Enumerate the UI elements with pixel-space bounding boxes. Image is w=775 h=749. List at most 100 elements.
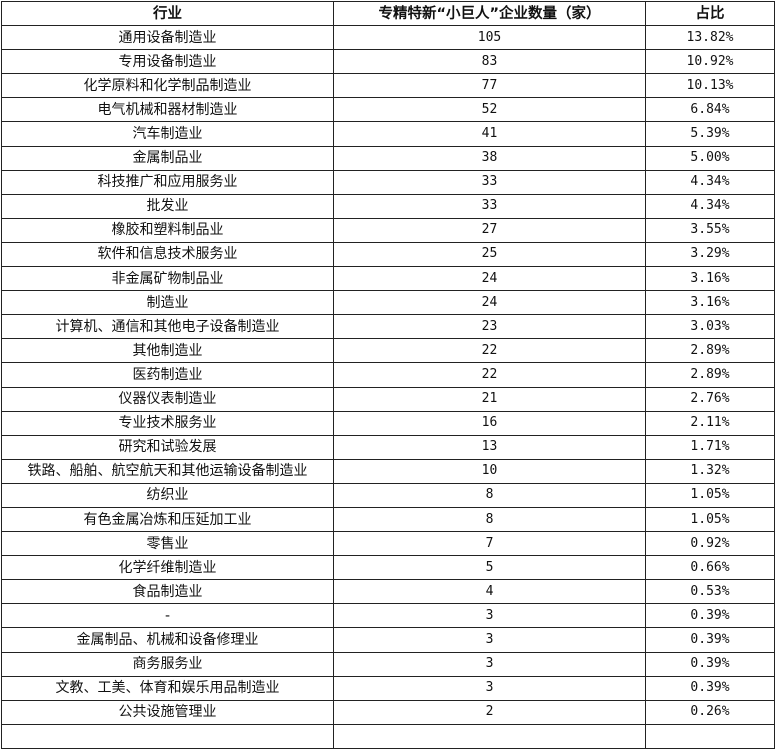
industry-cell: 非金属矿物制品业 xyxy=(1,266,334,292)
share-cell: 5.39% xyxy=(645,121,775,147)
industry-cell: 纺织业 xyxy=(1,482,334,508)
table-row: 铁路、船舶、航空航天和其他运输设备制造业 10 1.32% xyxy=(1,458,775,484)
industry-cell: 化学纤维制造业 xyxy=(1,555,334,581)
table-row: 食品制造业 4 0.53% xyxy=(1,579,775,605)
share-cell: 3.16% xyxy=(645,290,775,316)
table-row: 科技推广和应用服务业 33 4.34% xyxy=(1,169,775,195)
table-row: 橡胶和塑料制品业 27 3.55% xyxy=(1,217,775,243)
table-row: 商务服务业 3 0.39% xyxy=(1,651,775,677)
count-cell: 3 xyxy=(333,603,646,629)
count-cell: 7 xyxy=(333,531,646,557)
table-row: 专业技术服务业 16 2.11% xyxy=(1,410,775,436)
table-row: 其他制造业 22 2.89% xyxy=(1,338,775,364)
industry-cell: 计算机、通信和其他电子设备制造业 xyxy=(1,314,334,340)
header-industry: 行业 xyxy=(1,0,334,27)
industry-cell: 专用设备制造业 xyxy=(1,49,334,75)
industry-cell: 制造业 xyxy=(1,290,334,316)
count-cell: 3 xyxy=(333,675,646,701)
industry-cell: 零售业 xyxy=(1,531,334,557)
table-row: 批发业 33 4.34% xyxy=(1,193,775,219)
industry-cell: 公共设施管理业 xyxy=(1,699,334,725)
industry-cell: 商务服务业 xyxy=(1,651,334,677)
count-cell: 33 xyxy=(333,169,646,195)
share-cell: 2.11% xyxy=(645,410,775,436)
table-row: 公共设施管理业 2 0.26% xyxy=(1,699,775,725)
industry-cell: 电气机械和器材制造业 xyxy=(1,97,334,123)
industry-cell: 医药制造业 xyxy=(1,362,334,388)
industry-cell: 科技推广和应用服务业 xyxy=(1,169,334,195)
table-row: 有色金属冶炼和压延加工业 8 1.05% xyxy=(1,506,775,533)
industry-cell: 食品制造业 xyxy=(1,579,334,605)
industry-cell: 铁路、船舶、航空航天和其他运输设备制造业 xyxy=(1,458,334,484)
industry-cell: 有色金属冶炼和压延加工业 xyxy=(1,506,334,533)
count-cell: 25 xyxy=(333,241,646,268)
industry-cell: 金属制品、机械和设备修理业 xyxy=(1,627,334,653)
share-cell: 1.05% xyxy=(645,482,775,508)
table-row: 电气机械和器材制造业 52 6.84% xyxy=(1,97,775,123)
share-cell: 0.92% xyxy=(645,531,775,557)
count-cell: 83 xyxy=(333,49,646,75)
count-cell: 23 xyxy=(333,314,646,340)
count-cell: 24 xyxy=(333,266,646,292)
table-row: 仪器仪表制造业 21 2.76% xyxy=(1,386,775,412)
industry-cell: 通用设备制造业 xyxy=(1,25,334,51)
table-row: 制造业 24 3.16% xyxy=(1,290,775,316)
count-cell: 24 xyxy=(333,290,646,316)
table-row: 金属制品业 38 5.00% xyxy=(1,145,775,171)
count-cell: 8 xyxy=(333,482,646,508)
table-row: 研究和试验发展 13 1.71% xyxy=(1,434,775,460)
table-row: 通用设备制造业 105 13.82% xyxy=(1,25,775,51)
share-cell: 2.89% xyxy=(645,362,775,388)
share-cell: 3.29% xyxy=(645,241,775,268)
table-row: 纺织业 8 1.05% xyxy=(1,482,775,508)
share-cell: 0.26% xyxy=(645,699,775,725)
share-cell: 1.32% xyxy=(645,458,775,484)
table-row: 计算机、通信和其他电子设备制造业 23 3.03% xyxy=(1,314,775,340)
industry-cell: 软件和信息技术服务业 xyxy=(1,241,334,268)
table-row: 非金属矿物制品业 24 3.16% xyxy=(1,266,775,292)
share-cell: 2.76% xyxy=(645,386,775,412)
count-cell: 2 xyxy=(333,699,646,725)
industry-cell: 橡胶和塑料制品业 xyxy=(1,217,334,243)
count-cell: 105 xyxy=(333,25,646,51)
table-row: 医药制造业 22 2.89% xyxy=(1,362,775,388)
industry-cell: 汽车制造业 xyxy=(1,121,334,147)
count-cell: 5 xyxy=(333,555,646,581)
table-row: 文教、工美、体育和娱乐用品制造业 3 0.39% xyxy=(1,675,775,701)
share-cell: 0.53% xyxy=(645,579,775,605)
table-row: 软件和信息技术服务业 25 3.29% xyxy=(1,241,775,268)
share-cell: 0.39% xyxy=(645,627,775,653)
table-row: 专用设备制造业 83 10.92% xyxy=(1,49,775,75)
header-share: 占比 xyxy=(645,0,775,27)
share-cell: 4.34% xyxy=(645,193,775,219)
table-row: 化学原料和化学制品制造业 77 10.13% xyxy=(1,73,775,99)
count-cell: 52 xyxy=(333,97,646,123)
share-cell: 5.00% xyxy=(645,145,775,171)
count-cell: 13 xyxy=(333,434,646,460)
share-cell: 4.34% xyxy=(645,169,775,195)
industry-cell: 批发业 xyxy=(1,193,334,219)
table-row: -3 0.39% xyxy=(1,603,775,629)
count-cell: 21 xyxy=(333,386,646,412)
count-cell: 33 xyxy=(333,193,646,219)
count-cell: 41 xyxy=(333,121,646,147)
table-row: 化学纤维制造业 5 0.66% xyxy=(1,555,775,581)
count-cell: 22 xyxy=(333,362,646,388)
header-row: 行业 专精特新“小巨人”企业数量（家） 占比 xyxy=(1,0,775,27)
share-cell: 1.71% xyxy=(645,434,775,460)
industry-cell: 专业技术服务业 xyxy=(1,410,334,436)
share-cell: 3.03% xyxy=(645,314,775,340)
industry-cell: 其他制造业 xyxy=(1,338,334,364)
table-row: 零售业 7 0.92% xyxy=(1,531,775,557)
count-cell: 27 xyxy=(333,217,646,243)
table-row: 汽车制造业 41 5.39% xyxy=(1,121,775,147)
share-cell: 10.92% xyxy=(645,49,775,75)
count-cell: 3 xyxy=(333,651,646,677)
share-cell: 0.39% xyxy=(645,675,775,701)
header-count: 专精特新“小巨人”企业数量（家） xyxy=(333,0,646,27)
share-cell: 3.16% xyxy=(645,266,775,292)
industry-cell: 化学原料和化学制品制造业 xyxy=(1,73,334,99)
share-cell: 10.13% xyxy=(645,73,775,99)
count-cell: 8 xyxy=(333,506,646,533)
